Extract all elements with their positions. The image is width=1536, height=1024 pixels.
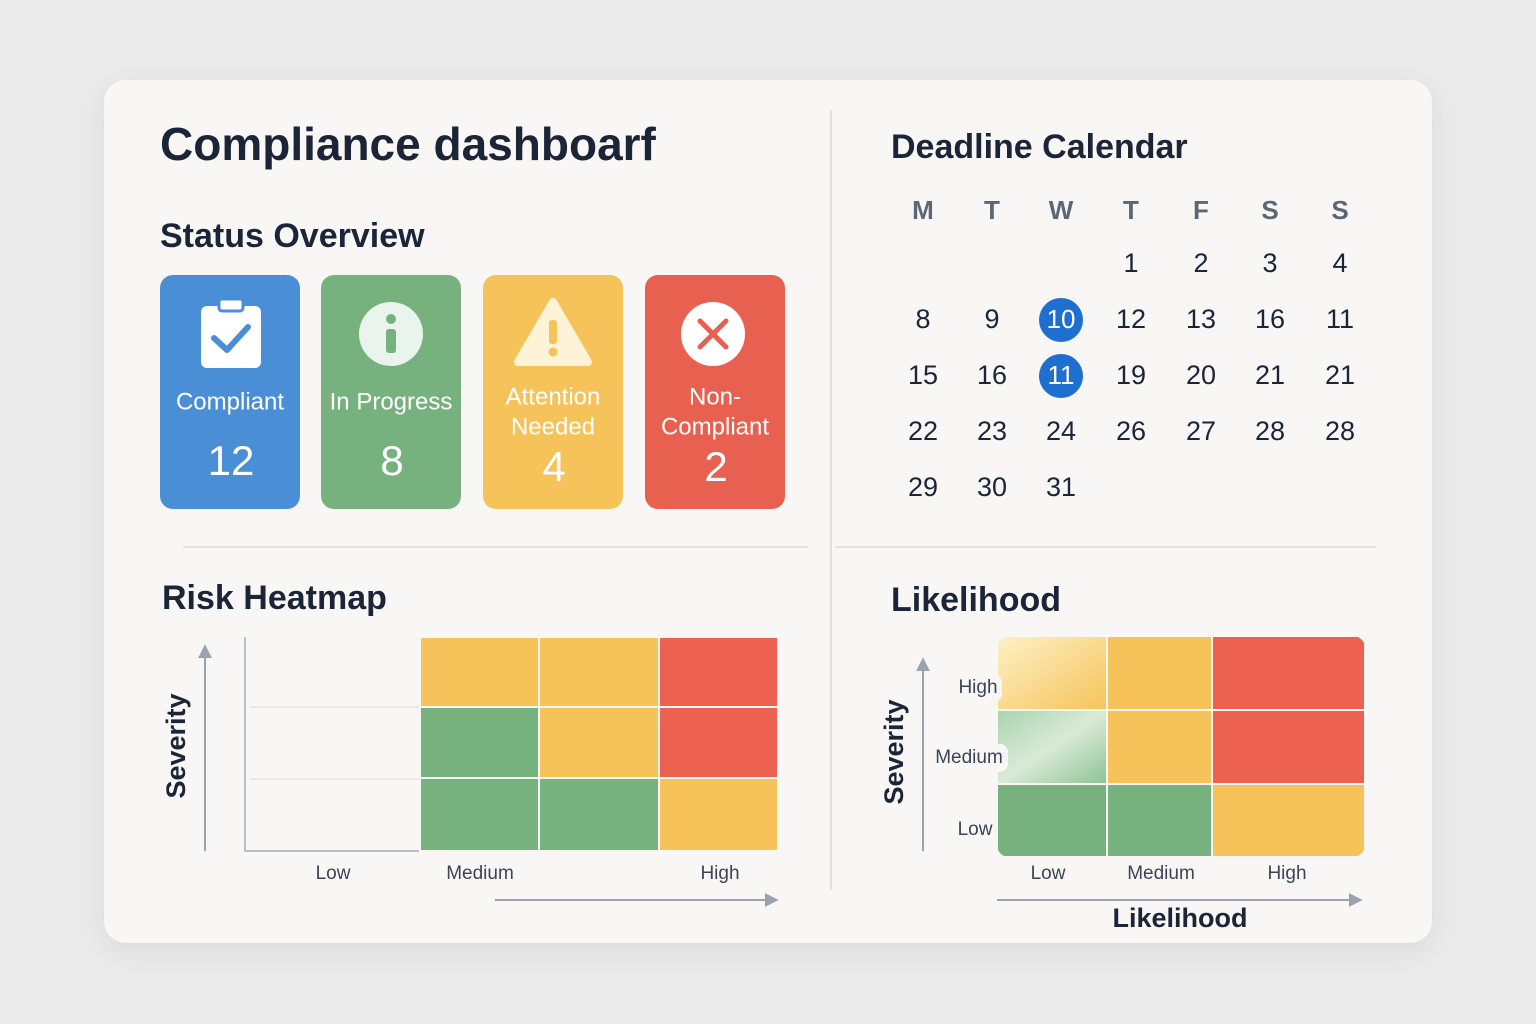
calendar-day: 10 <box>1047 304 1076 334</box>
weekday-label: S <box>1261 195 1278 225</box>
section-title: Risk Heatmap <box>162 579 387 617</box>
card-count: 4 <box>542 443 565 490</box>
status-card <box>483 275 623 509</box>
calendar-day: 3 <box>1262 248 1277 278</box>
calendar-day: 19 <box>1116 360 1146 390</box>
y-axis-title: Severity <box>161 693 191 798</box>
y-axis-title: Severity <box>879 699 909 804</box>
calendar-day: 23 <box>977 416 1007 446</box>
calendar-day: 26 <box>1116 416 1146 446</box>
card-label: Compliant <box>176 388 284 415</box>
calendar-day: 1 <box>1123 248 1138 278</box>
calendar-day: 28 <box>1325 416 1355 446</box>
calendar-day: 16 <box>1255 304 1285 334</box>
calendar-day: 13 <box>1186 304 1216 334</box>
day-highlight <box>1039 354 1083 398</box>
status-cards: Compliant 12 In Progress 8 Attention Needed 4 N… <box>160 275 785 509</box>
calendar-day: 15 <box>908 360 938 390</box>
calendar-day: 30 <box>977 472 1007 502</box>
x-label: Medium <box>446 863 514 884</box>
section-title: Deadline Calendar <box>891 128 1188 166</box>
icon-clipboard <box>201 297 261 368</box>
calendar-day: 2 <box>1193 248 1208 278</box>
card-count: 2 <box>704 443 727 490</box>
card-label: In Progress <box>330 388 453 415</box>
calendar-day: 27 <box>1186 416 1216 446</box>
calendar-day: 31 <box>1046 472 1076 502</box>
card-count: 12 <box>208 437 255 484</box>
section-title: Likelihood <box>891 581 1061 619</box>
calendar-day: 22 <box>908 416 938 446</box>
calendar-day: 4 <box>1332 248 1347 278</box>
weekday-label: F <box>1193 195 1209 225</box>
x-label: Low <box>1031 863 1066 884</box>
y-label: Medium <box>935 747 1003 768</box>
weekday-label: M <box>912 195 934 225</box>
calendar-day: 28 <box>1255 416 1285 446</box>
icon-error <box>681 302 745 366</box>
calendar-day: 12 <box>1116 304 1146 334</box>
calendar-day: 20 <box>1186 360 1216 390</box>
calendar-day: 24 <box>1046 416 1076 446</box>
status-card <box>160 275 300 509</box>
heatmap-grid <box>244 636 779 852</box>
y-label: High <box>958 677 997 698</box>
calendar-day: 21 <box>1325 360 1355 390</box>
card-label: Needed <box>511 413 595 440</box>
x-label: Medium <box>1127 863 1195 884</box>
calendar-day: 11 <box>1048 360 1075 390</box>
calendar-day: 11 <box>1326 304 1354 334</box>
icon-info <box>359 302 423 366</box>
weekday-label: W <box>1049 195 1074 225</box>
weekday-label: S <box>1331 195 1348 225</box>
status-card <box>645 275 785 509</box>
calendar-day: 9 <box>984 304 999 334</box>
status-card <box>321 275 461 509</box>
card-label: Compliant <box>661 413 769 440</box>
y-label: Low <box>958 819 993 840</box>
calendar-day: 29 <box>908 472 938 502</box>
x-label: High <box>700 863 739 884</box>
weekday-label: T <box>1123 195 1139 225</box>
x-label: High <box>1267 863 1306 884</box>
label-backdrop <box>950 674 1002 702</box>
calendar-day: 21 <box>1255 360 1285 390</box>
card-label: Non- <box>689 383 741 410</box>
calendar-day: 16 <box>977 360 1007 390</box>
x-axis-title: Likelihood <box>1113 903 1248 933</box>
calendar-day: 8 <box>915 304 930 334</box>
icon-warning <box>514 298 592 366</box>
card-label: Attention <box>506 383 601 410</box>
section-title: Status Overview <box>160 217 425 255</box>
day-highlight <box>1039 298 1083 342</box>
page-title: Compliance dashboarf <box>160 118 657 170</box>
x-label: Low <box>316 863 351 884</box>
heatmap-grid <box>997 636 1365 857</box>
label-backdrop <box>932 744 1008 772</box>
card-count: 8 <box>380 437 403 484</box>
weekday-label: T <box>984 195 1000 225</box>
